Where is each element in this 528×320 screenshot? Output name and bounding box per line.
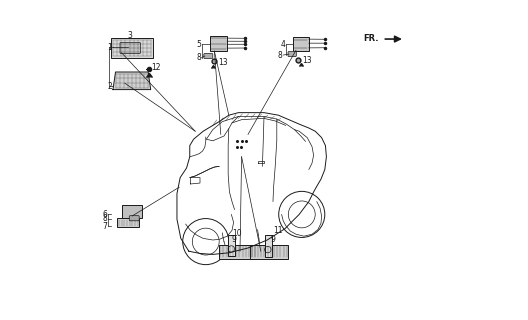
Text: 8: 8 [278, 51, 282, 60]
Bar [228, 235, 235, 256]
Bar [117, 218, 139, 227]
Bar [219, 245, 257, 259]
Text: 8: 8 [196, 53, 201, 62]
FancyBboxPatch shape [288, 52, 296, 57]
Text: 6: 6 [102, 210, 107, 219]
Bar [293, 37, 309, 51]
Bar [121, 205, 143, 218]
Bar [111, 38, 153, 58]
Text: 11: 11 [274, 226, 283, 235]
Text: 13: 13 [219, 58, 228, 67]
Text: 1: 1 [107, 43, 112, 52]
Text: 3: 3 [127, 31, 132, 40]
Text: 9: 9 [270, 236, 275, 244]
FancyBboxPatch shape [120, 43, 140, 53]
Text: 9: 9 [231, 236, 236, 244]
Bar [210, 36, 227, 51]
Bar [250, 245, 288, 259]
Text: FR.: FR. [363, 34, 379, 43]
Text: 2: 2 [107, 82, 112, 91]
Text: 8: 8 [102, 214, 107, 223]
Text: 4: 4 [281, 40, 286, 49]
Bar [265, 235, 272, 257]
Text: 5: 5 [197, 40, 202, 49]
Text: 7: 7 [102, 222, 107, 231]
Text: 10: 10 [233, 229, 242, 238]
Text: 13: 13 [303, 56, 312, 65]
FancyBboxPatch shape [129, 216, 139, 221]
Polygon shape [113, 72, 150, 90]
Text: 12: 12 [152, 63, 161, 72]
FancyBboxPatch shape [204, 53, 213, 59]
